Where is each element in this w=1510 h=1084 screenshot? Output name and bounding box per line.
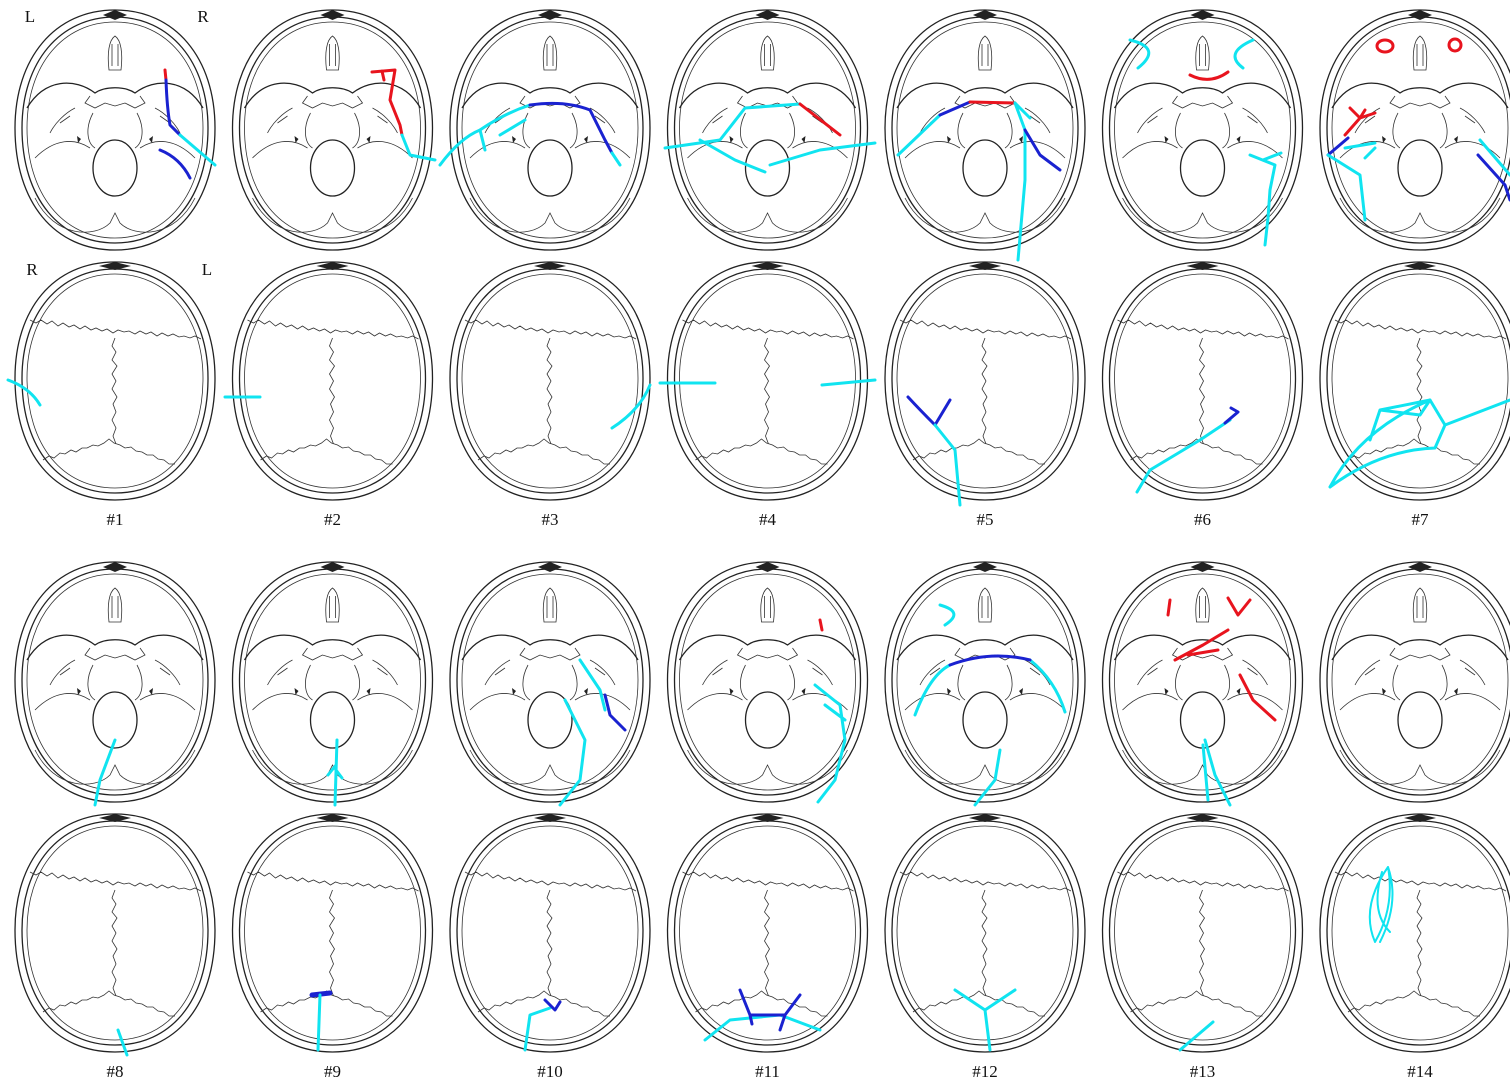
case-label: #9 (324, 1062, 341, 1081)
fracture-lines (8, 39, 1510, 1055)
skull-base (450, 562, 650, 802)
skull-base (15, 10, 215, 250)
case-label: #11 (755, 1062, 780, 1081)
fracture (160, 70, 215, 178)
case-label: #13 (1190, 1062, 1216, 1081)
skull-base (1103, 10, 1303, 250)
case-label: #14 (1407, 1062, 1433, 1081)
side-label: L (25, 7, 35, 26)
side-label: L (202, 260, 212, 279)
fracture (1168, 598, 1275, 805)
skull-base (15, 562, 215, 802)
fracture (815, 620, 845, 802)
skull-base (1103, 562, 1303, 802)
case-label: #7 (1412, 510, 1430, 529)
figure: L R R L (0, 0, 1510, 1084)
skull-vault (1320, 814, 1510, 1052)
fracture (612, 385, 650, 428)
skull-vault (1320, 262, 1510, 500)
skull-vault (885, 262, 1085, 500)
skull-vault (15, 262, 215, 500)
skull-drawings (15, 10, 1510, 1052)
skull-base (668, 10, 868, 250)
fracture (312, 993, 330, 1050)
case-label: #10 (537, 1062, 563, 1081)
case-label: #6 (1194, 510, 1211, 529)
skull-base (233, 562, 433, 802)
side-label: R (197, 7, 209, 26)
skull-vault (1103, 814, 1303, 1052)
fracture (955, 990, 1015, 1050)
case-label: #8 (107, 1062, 124, 1081)
skull-base (885, 10, 1085, 250)
case-label: #4 (759, 510, 777, 529)
case-label: #12 (972, 1062, 998, 1081)
skull-base (1320, 562, 1510, 802)
skull-vault (1103, 262, 1303, 500)
skull-vault (668, 262, 868, 500)
case-label: #1 (107, 510, 124, 529)
case-label: #5 (977, 510, 994, 529)
page: L R R L (0, 0, 1510, 1084)
skull-vault (15, 814, 215, 1052)
skull-vault (450, 262, 650, 500)
skull-vault (450, 814, 650, 1052)
skull-vault (233, 262, 433, 500)
case-label: #3 (542, 510, 559, 529)
skull-base (885, 562, 1085, 802)
fracture (665, 104, 875, 172)
fracture (1180, 1022, 1213, 1050)
case-label: #2 (324, 510, 341, 529)
skull-vault (233, 814, 433, 1052)
side-label: R (26, 260, 38, 279)
